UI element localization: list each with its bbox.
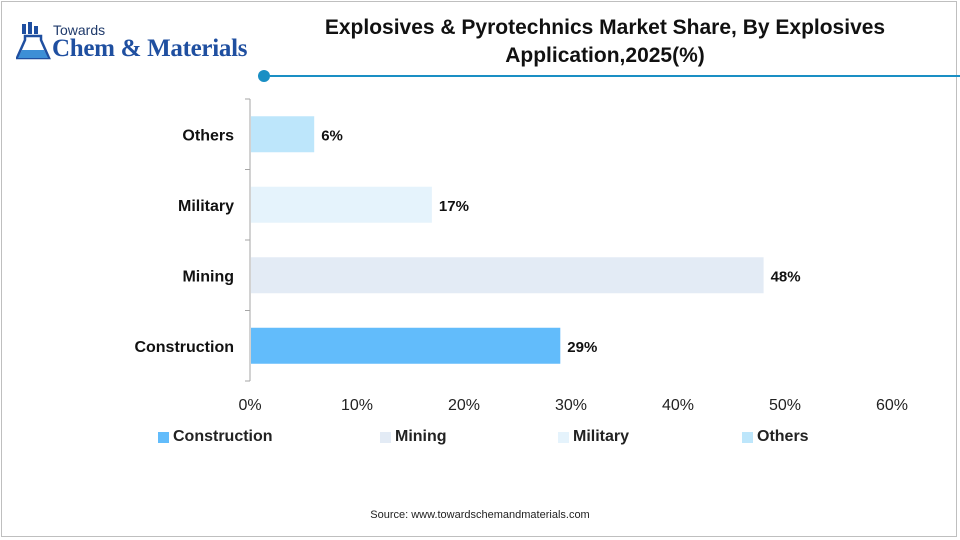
data-label-mining: 48% <box>771 268 801 285</box>
source-note: Source: www.towardschemandmaterials.com <box>370 509 590 521</box>
bar-construction <box>251 327 561 364</box>
x-tick-label: 10% <box>341 397 373 414</box>
legend-label: Others <box>757 428 809 445</box>
legend-label: Military <box>573 428 630 445</box>
x-tick-label: 50% <box>769 397 801 414</box>
data-label-others: 6% <box>321 127 343 144</box>
category-label-others: Others <box>182 127 234 144</box>
legend-label: Mining <box>395 428 447 445</box>
chart-legend: Construction Mining Military Others <box>158 428 878 450</box>
x-tick-label: 60% <box>876 397 908 414</box>
legend-swatch <box>742 431 753 443</box>
legend-swatch <box>380 431 391 443</box>
category-label-military: Military <box>178 198 234 215</box>
category-label-construction: Construction <box>134 339 234 356</box>
chart-title-line-1: Explosives & Pyrotechnics Market Share, … <box>324 16 886 39</box>
legend-item-others: Others <box>742 428 809 446</box>
legend-swatch <box>558 431 569 443</box>
chart-title-line-2: Application,2025(%) <box>505 44 705 67</box>
x-tick-label: 0% <box>238 397 261 414</box>
bar-others <box>251 116 315 153</box>
data-label-military: 17% <box>439 198 469 215</box>
x-tick-label: 30% <box>555 397 587 414</box>
x-tick-label: 20% <box>448 397 480 414</box>
legend-label: Construction <box>173 428 273 445</box>
flask-icon <box>16 22 51 60</box>
legend-item-construction: Construction <box>158 428 273 446</box>
brand-line-1: Towards <box>53 22 106 38</box>
brand-logo: Towards Chem & Materials <box>16 18 256 68</box>
brand-line-2: Chem & Materials <box>52 35 248 62</box>
legend-item-military: Military <box>558 428 629 446</box>
x-tick-label: 40% <box>662 397 694 414</box>
chart-title: Explosives & Pyrotechnics Market Share, … <box>300 14 910 70</box>
title-underline <box>258 70 960 82</box>
legend-item-mining: Mining <box>380 428 447 446</box>
title-underline-dot <box>258 70 270 82</box>
legend-swatch <box>158 431 169 443</box>
data-label-construction: 29% <box>567 339 597 356</box>
bar-military <box>251 186 432 223</box>
category-label-mining: Mining <box>182 268 234 285</box>
bar-mining <box>251 257 764 294</box>
